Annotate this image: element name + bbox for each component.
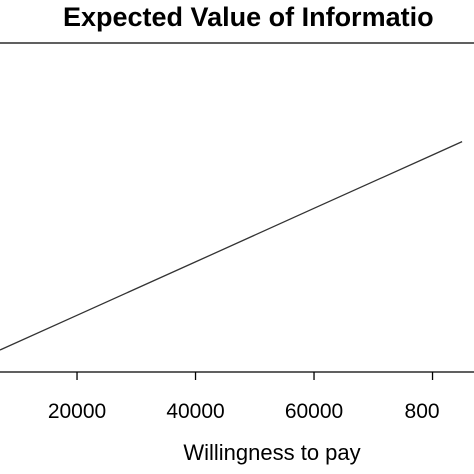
x-ticks: 20000 40000 60000 800 <box>48 372 440 423</box>
x-tick-label-2: 60000 <box>285 400 343 423</box>
x-tick-label-0: 20000 <box>48 400 106 423</box>
x-tick-label-1: 40000 <box>166 400 224 423</box>
x-tick-label-3: 800 <box>405 400 440 423</box>
series-line-0 <box>0 141 463 351</box>
chart-title: Expected Value of Informatio <box>63 2 434 32</box>
series-layer <box>0 141 463 351</box>
x-axis-label: Willingness to pay <box>183 440 360 465</box>
